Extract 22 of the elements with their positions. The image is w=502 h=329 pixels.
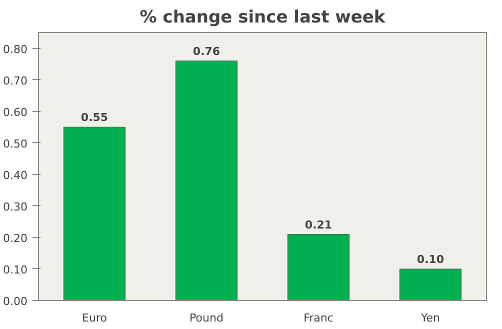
bar	[287, 234, 350, 300]
x-tick-label: Pound	[190, 312, 224, 324]
data-label: 0.21	[304, 218, 332, 232]
y-tick-label: 0.80	[3, 42, 28, 56]
x-tick-label: Franc	[304, 312, 334, 324]
x-tick-label: Euro	[82, 312, 108, 324]
y-tick-label: 0.70	[3, 74, 28, 88]
data-label: 0.55	[80, 111, 108, 124]
x-tick-label: Yen	[420, 312, 440, 324]
y-tick-label: 0.10	[3, 263, 28, 276]
data-label: 0.76	[192, 44, 220, 58]
y-tick-label: 0.20	[3, 232, 28, 245]
chart-title: % change since last week	[140, 8, 386, 28]
y-tick-label: 0.50	[3, 137, 28, 150]
data-label: 0.10	[416, 252, 444, 266]
y-tick-label: 0.60	[3, 106, 28, 119]
bar	[175, 60, 238, 300]
bar	[63, 126, 126, 300]
y-tick-label: 0.40	[3, 168, 28, 182]
y-tick-label: 0.00	[3, 295, 28, 308]
bar	[399, 268, 462, 300]
y-tick-label: 0.30	[3, 200, 28, 214]
